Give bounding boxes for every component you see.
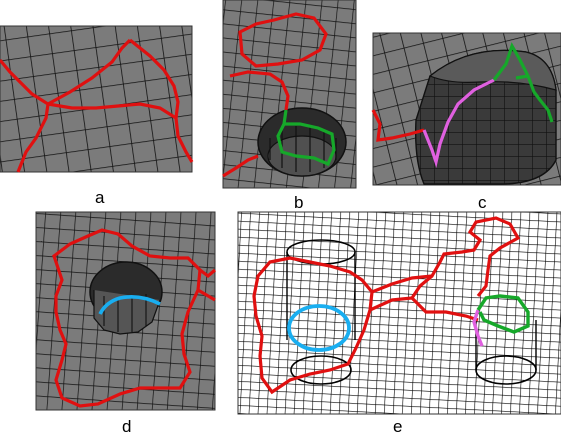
red-loop-d — [52, 228, 202, 408]
red-loop-b — [238, 12, 328, 68]
caption-b: b — [294, 193, 303, 212]
magenta-path-e — [472, 309, 484, 347]
green-path-e — [476, 294, 530, 334]
panel-a — [0, 25, 194, 173]
red-path-a-mid — [47, 102, 177, 120]
panel-d — [35, 211, 217, 411]
caption-c: c — [478, 193, 487, 212]
panel-e — [237, 211, 561, 415]
red-path-b — [222, 70, 290, 178]
blue-ring-e — [287, 304, 351, 352]
magenta-path-c — [422, 78, 495, 168]
red-path-a-right — [129, 38, 194, 163]
blue-arc-d — [98, 295, 161, 315]
red-path-a-top — [47, 38, 132, 106]
red-path-d-right — [197, 268, 217, 302]
red-path-c — [371, 109, 425, 142]
green-path-c — [492, 42, 554, 123]
caption-e: e — [393, 417, 402, 435]
green-path-b — [276, 109, 336, 167]
panel-c — [371, 32, 561, 186]
red-path-e-mid — [369, 274, 479, 322]
panel-b — [222, 0, 357, 189]
red-path-a-left — [0, 58, 50, 173]
caption-d: d — [122, 417, 131, 435]
caption-a: a — [95, 188, 105, 207]
red-loop-e-left — [252, 256, 374, 395]
